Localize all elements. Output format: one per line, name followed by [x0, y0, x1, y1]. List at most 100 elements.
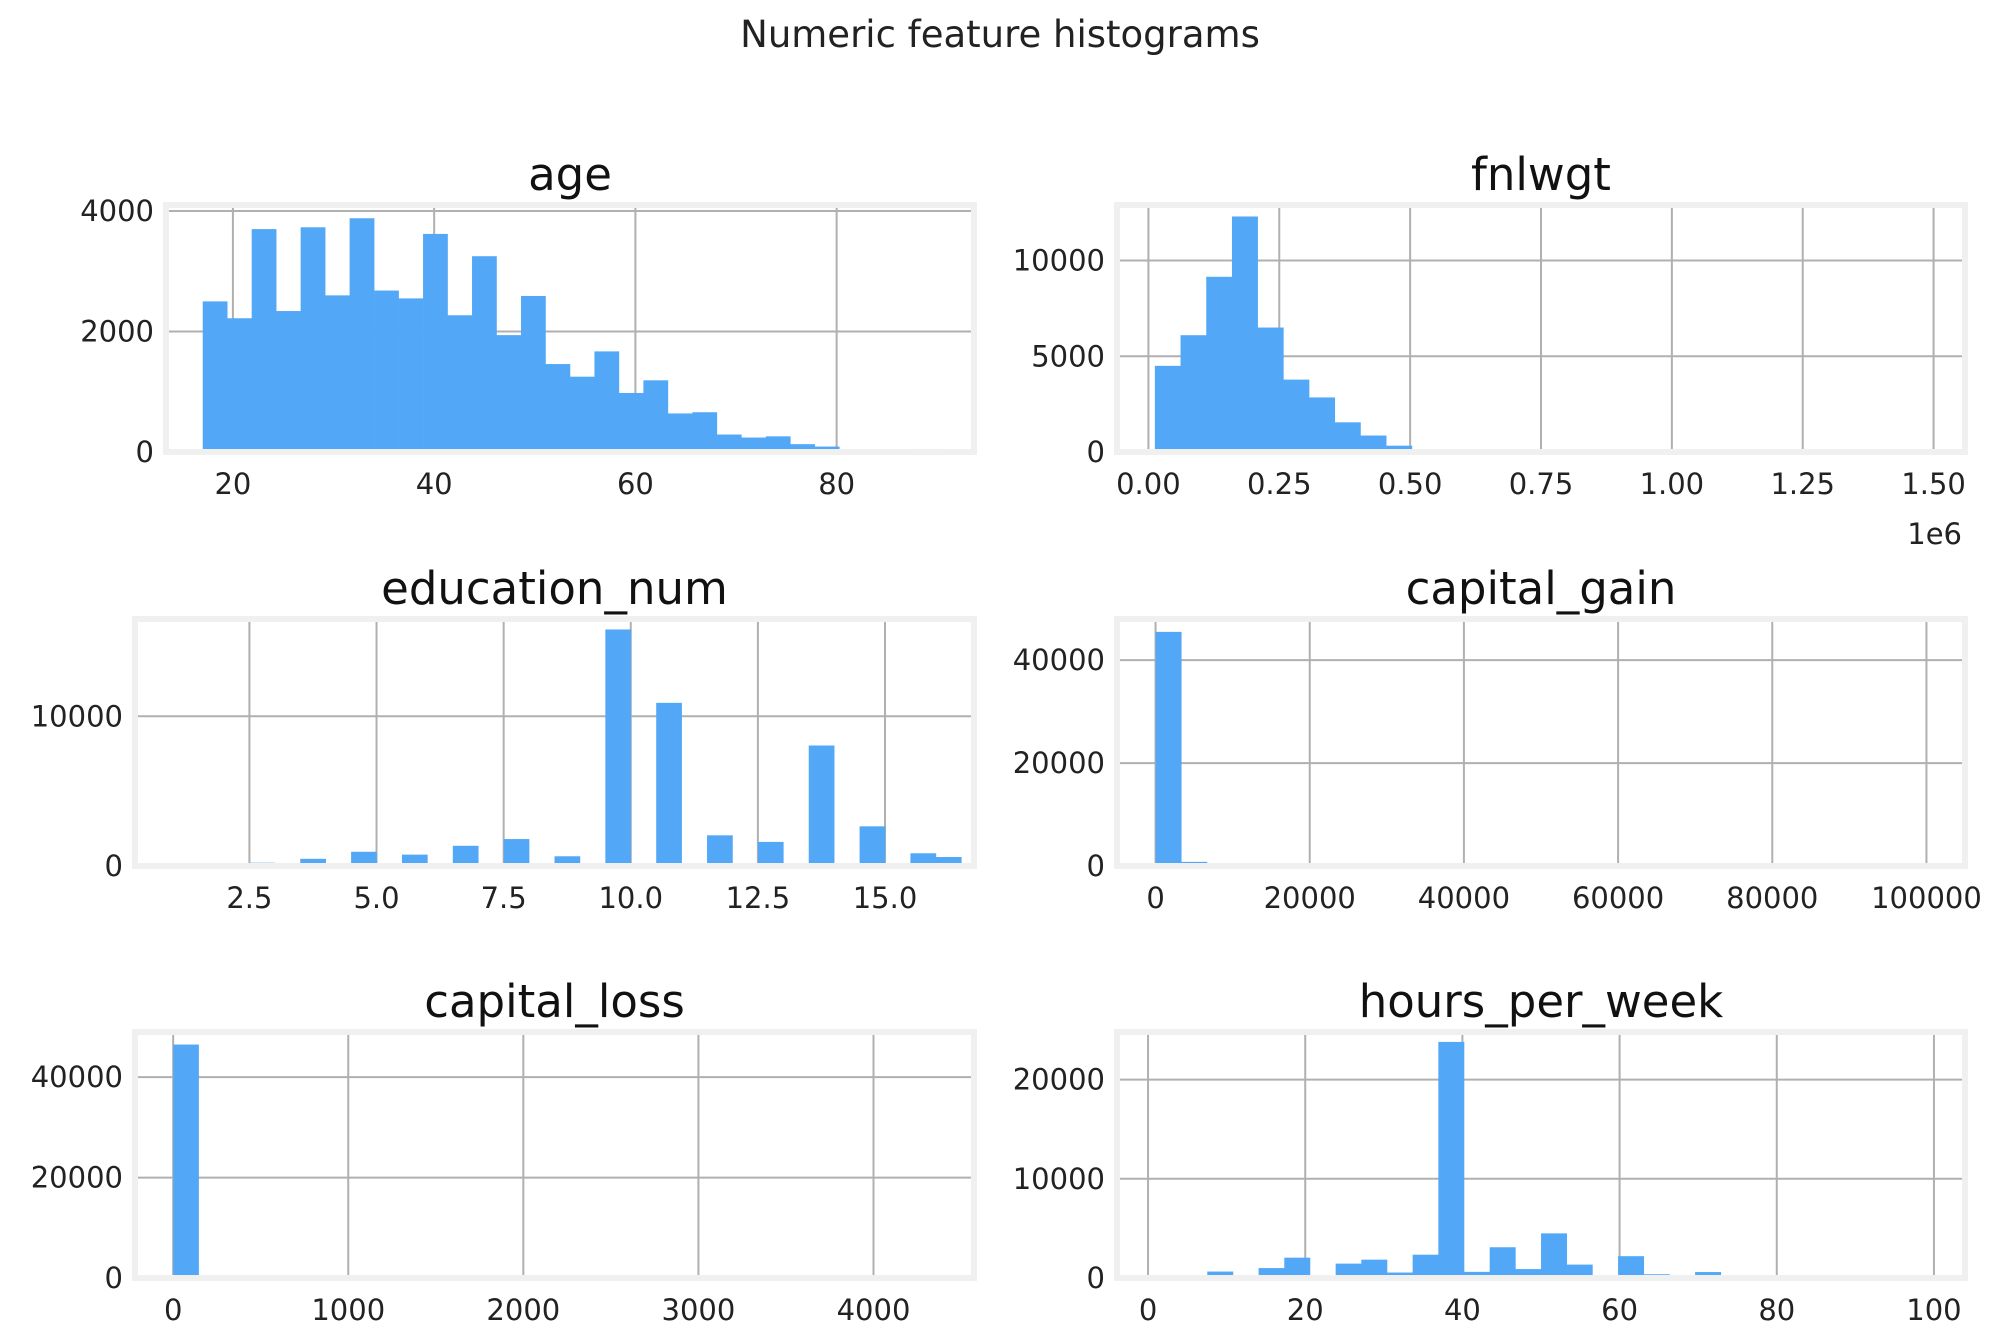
histogram-bar	[452, 845, 479, 866]
histogram-bar	[202, 301, 228, 452]
histogram-bar	[605, 629, 632, 866]
axes-frame	[1114, 1029, 1968, 1281]
y-tick-label: 0	[105, 849, 123, 883]
histogram-bar	[594, 351, 620, 452]
x-tick-label: 40	[1444, 1293, 1481, 1327]
y-tick-label: 2000	[80, 315, 154, 349]
histogram-bar	[251, 229, 277, 452]
bars-capital-gain	[1155, 631, 1927, 866]
histogram-bar	[667, 413, 693, 452]
histogram-bar	[496, 335, 522, 452]
histogram-bar	[656, 702, 682, 866]
histogram-bar	[757, 841, 784, 866]
y-tick-label: 20000	[31, 1161, 123, 1195]
y-tick-label: 5000	[1031, 339, 1105, 373]
histogram-bar	[276, 311, 301, 452]
histogram-bar	[692, 412, 718, 452]
x-tick-label: 0.25	[1247, 467, 1312, 501]
x-tick-label: 40	[416, 467, 453, 501]
histogram-bar	[1360, 435, 1387, 452]
x-tick-label: 5.0	[353, 881, 399, 915]
x-tick-label: 1000	[311, 1293, 385, 1327]
histogram-bar	[707, 835, 733, 866]
axes-frame	[132, 616, 977, 869]
subplot-title: hours_per_week	[1359, 975, 1724, 1028]
x-tick-label: 80	[818, 467, 855, 501]
x-tick-label: 20000	[1264, 881, 1356, 915]
x-tick-label: 0	[1146, 881, 1164, 915]
x-tick-label: 40000	[1418, 881, 1510, 915]
x-offset-label: 1e6	[1907, 517, 1962, 551]
y-tick-label: 0	[105, 1261, 123, 1295]
histogram-bar	[1258, 1268, 1285, 1278]
x-tick-label: 4000	[837, 1293, 911, 1327]
histogram-bar	[910, 853, 937, 866]
histogram-bar	[1335, 1263, 1362, 1278]
histogram-bar	[1361, 1259, 1388, 1278]
x-tick-label: 0.00	[1116, 467, 1181, 501]
subplot-title: capital_gain	[1406, 562, 1677, 615]
histogram-bar	[300, 227, 326, 452]
x-tick-label: 0	[164, 1293, 182, 1327]
x-tick-label: 60	[617, 467, 654, 501]
histogram-bar	[1207, 1271, 1234, 1278]
histogram-bar	[808, 745, 835, 866]
histogram-bar	[554, 856, 581, 866]
subplot-title: fnlwgt	[1471, 148, 1611, 201]
bars-fnlwgt	[1154, 216, 1927, 452]
histogram-bar	[1334, 422, 1361, 452]
histogram-bar	[349, 218, 375, 452]
histogram-bar	[1155, 631, 1182, 866]
histogram-bar	[227, 318, 252, 452]
histogram-bar	[1438, 1041, 1465, 1278]
histogram-bar	[765, 436, 791, 452]
histogram-bar	[1309, 397, 1336, 452]
x-tick-label: 20	[214, 467, 251, 501]
histogram-bar	[569, 376, 595, 452]
x-tick-label: 20	[1287, 1293, 1324, 1327]
histogram-bar	[1283, 379, 1310, 452]
axes-frame	[1114, 202, 1968, 455]
x-tick-label: 60	[1601, 1293, 1638, 1327]
y-tick-label: 20000	[1013, 1063, 1105, 1097]
histogram-bar	[401, 854, 428, 866]
histogram-bar	[300, 858, 326, 866]
x-tick-label: 7.5	[481, 881, 527, 915]
y-tick-label: 0	[1087, 435, 1105, 469]
y-tick-label: 4000	[80, 194, 154, 228]
histogram-bar	[1180, 335, 1207, 452]
histogram-bar	[1154, 365, 1181, 452]
bars-education-num	[173, 629, 962, 866]
y-tick-label: 0	[136, 435, 154, 469]
y-tick-label: 10000	[1013, 244, 1105, 278]
x-tick-label: 1.00	[1640, 467, 1705, 501]
histogram-bar	[374, 290, 399, 452]
histogram-bar	[423, 233, 448, 452]
subplot-education-num: education_num 2.5 5.0 7.5 10.0 12.5 15.0 0 10000	[31, 562, 977, 915]
figure-title: Numeric feature histograms	[740, 13, 1260, 56]
x-tick-label: 80	[1758, 1293, 1795, 1327]
histogram-bar	[716, 434, 742, 452]
axes-frame	[163, 202, 977, 455]
histogram-bar	[1386, 445, 1413, 452]
y-tick-label: 40000	[1013, 643, 1105, 677]
subplot-fnlwgt: fnlwgt 0.00 0.25 0.50 0.75 1.00 1.25 1.50 0 5000 1…	[1013, 148, 1968, 551]
histogram-bar	[545, 364, 571, 452]
x-tick-label: 10.0	[598, 881, 663, 915]
histogram-bar	[643, 380, 669, 452]
x-tick-label: 2000	[486, 1293, 560, 1327]
y-tick-label: 40000	[31, 1060, 123, 1094]
x-tick-label: 15.0	[853, 881, 918, 915]
x-tick-label: 60000	[1572, 881, 1664, 915]
histogram-bar	[1515, 1269, 1542, 1278]
histogram-bar	[1412, 1254, 1439, 1278]
y-tick-label: 0	[1087, 849, 1105, 883]
histogram-bar	[472, 256, 497, 452]
histogram-bar	[351, 851, 377, 866]
histogram-bar	[1618, 1256, 1645, 1278]
x-tick-label: 3000	[662, 1293, 736, 1327]
subplot-title: age	[528, 148, 612, 201]
